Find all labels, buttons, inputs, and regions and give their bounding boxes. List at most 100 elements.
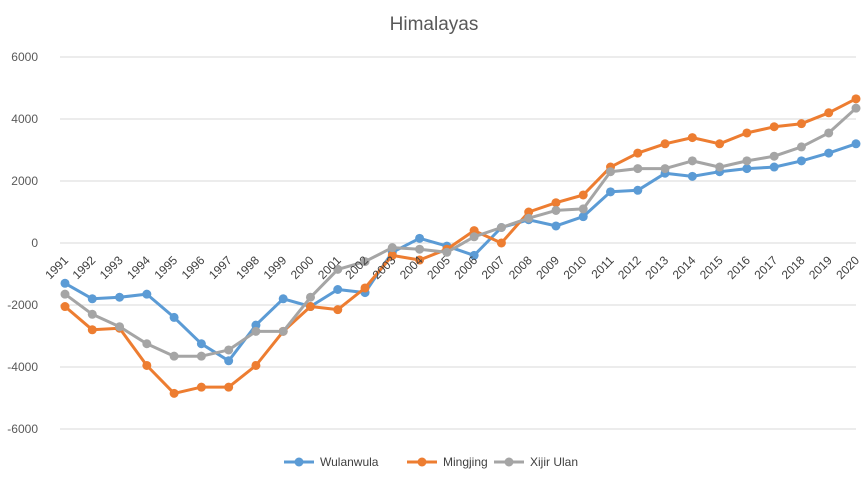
- x-tick-label: 2008: [506, 253, 535, 282]
- data-point: [742, 128, 752, 138]
- data-point: [606, 167, 616, 177]
- legend-entry: Mingjing: [407, 455, 488, 469]
- y-tick-label: 6000: [11, 50, 38, 64]
- data-point: [415, 233, 425, 243]
- data-point: [469, 226, 479, 236]
- y-tick-label: -6000: [7, 422, 38, 436]
- data-point: [333, 305, 343, 315]
- data-point: [169, 312, 179, 322]
- data-point: [551, 198, 561, 208]
- data-point: [769, 122, 779, 132]
- data-point: [60, 302, 70, 312]
- series-line: [63, 97, 858, 395]
- data-point: [387, 243, 397, 253]
- x-tick-label: 2012: [615, 253, 644, 282]
- x-tick-label: 2013: [642, 253, 671, 282]
- data-point: [606, 187, 616, 197]
- legend: Wulanwula Mingjing Xijir Ulan: [284, 455, 578, 469]
- data-point: [578, 190, 588, 200]
- data-point: [851, 139, 861, 149]
- x-axis-ticks: 1991199219931994199519961997199819992000…: [42, 253, 862, 282]
- data-point: [278, 294, 288, 304]
- data-point: [796, 156, 806, 166]
- series-line: [63, 142, 858, 363]
- data-point: [769, 151, 779, 161]
- x-tick-label: 2014: [670, 253, 699, 282]
- x-tick-label: 2007: [479, 253, 508, 282]
- data-point: [196, 351, 206, 361]
- y-axis-ticks: -6000 -4000 -2000 0 2000 4000 6000: [7, 50, 38, 436]
- data-point: [305, 292, 315, 302]
- series-group: [60, 103, 861, 361]
- data-point: [60, 289, 70, 299]
- data-point: [224, 382, 234, 392]
- data-point: [824, 128, 834, 138]
- legend-marker: [294, 457, 304, 467]
- data-point: [633, 164, 643, 174]
- data-point: [196, 339, 206, 349]
- legend-marker: [417, 457, 427, 467]
- data-point: [687, 156, 697, 166]
- data-point: [824, 148, 834, 158]
- data-point: [415, 244, 425, 254]
- data-point: [578, 204, 588, 214]
- x-tick-label: 2020: [833, 253, 862, 282]
- data-point: [469, 232, 479, 242]
- data-point: [60, 278, 70, 288]
- data-point: [360, 283, 370, 293]
- data-point: [524, 207, 534, 217]
- data-point: [469, 250, 479, 260]
- legend-label: Mingjing: [443, 455, 488, 469]
- x-tick-label: 1995: [151, 253, 180, 282]
- data-point: [169, 351, 179, 361]
- y-tick-label: 0: [31, 236, 38, 250]
- y-tick-label: 2000: [11, 174, 38, 188]
- data-point: [715, 162, 725, 172]
- x-tick-label: 2011: [588, 253, 616, 281]
- data-point: [687, 171, 697, 181]
- data-point: [715, 139, 725, 149]
- data-point: [251, 326, 261, 336]
- legend-entry: Xijir Ulan: [494, 455, 578, 469]
- x-tick-label: 2002: [342, 253, 371, 282]
- data-point: [115, 322, 125, 332]
- x-tick-label: 1998: [233, 253, 262, 282]
- y-tick-label: -2000: [7, 298, 38, 312]
- x-tick-label: 2009: [533, 253, 562, 282]
- data-point: [660, 139, 670, 149]
- data-point: [305, 302, 315, 312]
- x-tick-label: 2019: [806, 253, 835, 282]
- x-tick-label: 2018: [779, 253, 808, 282]
- data-point: [769, 162, 779, 172]
- data-point: [496, 223, 506, 232]
- x-tick-label: 2016: [724, 253, 753, 282]
- x-tick-label: 1996: [179, 253, 208, 282]
- data-point: [142, 289, 152, 299]
- data-point: [796, 119, 806, 129]
- data-point: [333, 285, 343, 294]
- data-point: [687, 133, 697, 143]
- data-point: [251, 360, 261, 370]
- data-point: [142, 360, 152, 370]
- data-point: [169, 388, 179, 398]
- gridlines: [60, 56, 856, 430]
- x-tick-label: 2010: [561, 253, 590, 282]
- data-point: [824, 108, 834, 118]
- data-point: [660, 164, 670, 174]
- data-point: [142, 339, 152, 349]
- x-tick-label: 1993: [97, 253, 126, 282]
- data-point: [742, 156, 752, 166]
- data-point: [551, 205, 561, 215]
- x-tick-label: 1994: [124, 253, 153, 282]
- data-point: [551, 221, 561, 231]
- data-point: [87, 325, 97, 335]
- data-point: [115, 292, 125, 302]
- data-point: [387, 250, 397, 260]
- x-tick-label: 2017: [752, 253, 781, 282]
- y-tick-label: -4000: [7, 360, 38, 374]
- data-point: [224, 356, 234, 366]
- data-point: [524, 213, 534, 223]
- data-point: [224, 345, 234, 355]
